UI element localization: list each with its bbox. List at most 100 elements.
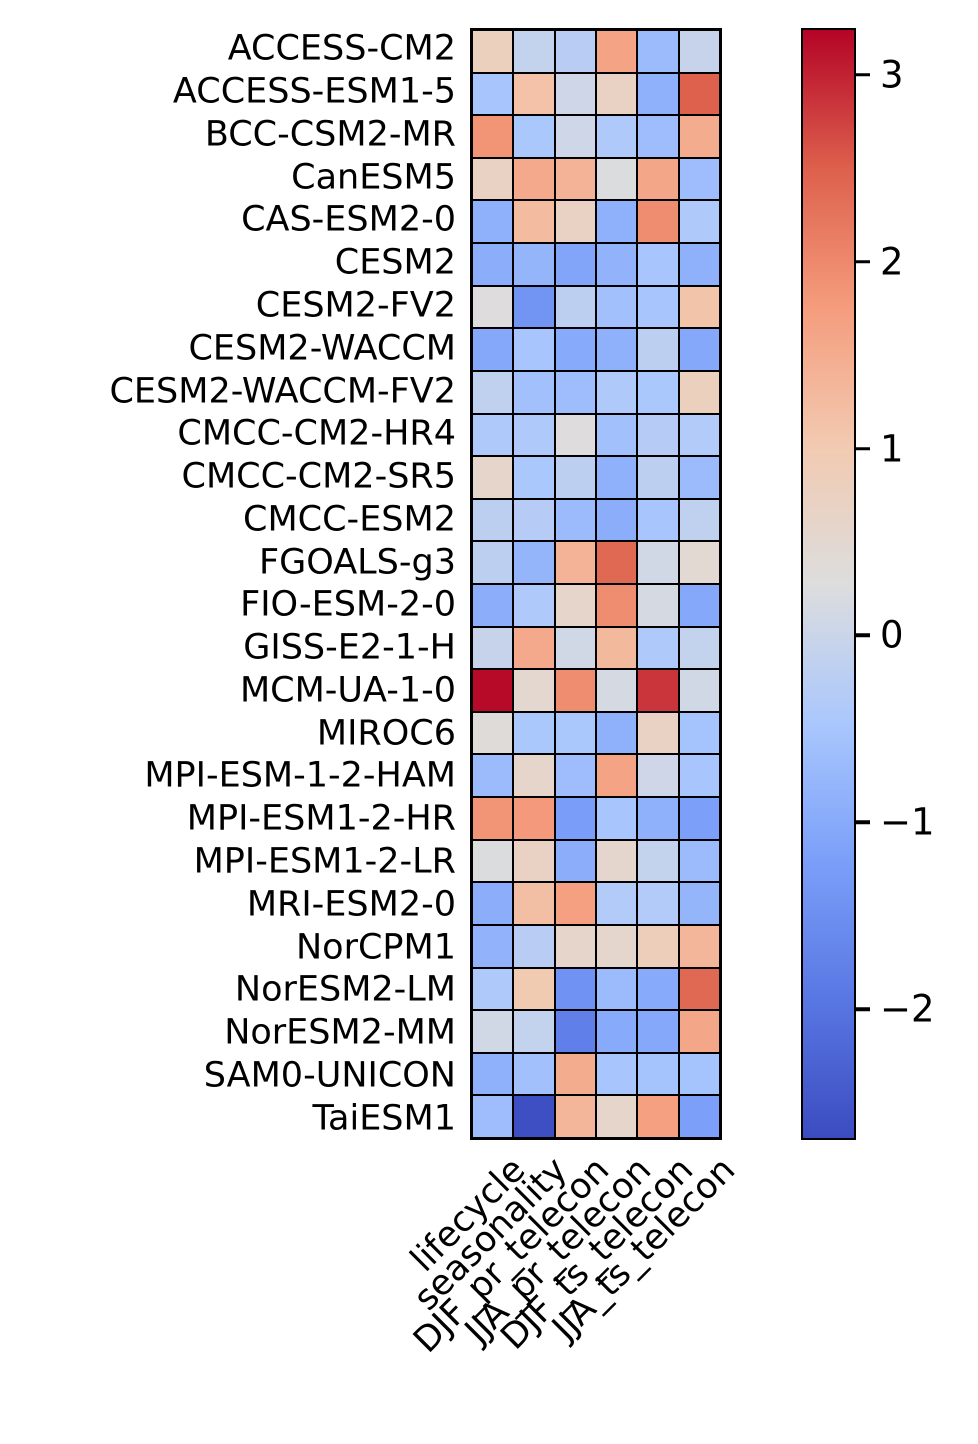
heatmap-cell xyxy=(595,924,638,968)
heatmap-cell xyxy=(554,882,596,925)
row-label: GISS-E2-1-H xyxy=(243,627,456,668)
heatmap-cell xyxy=(595,626,638,670)
colorbar-tick-label: 2 xyxy=(880,240,904,284)
colorbar-tick-label: 3 xyxy=(880,53,904,97)
heatmap-cell xyxy=(513,243,555,286)
colorbar xyxy=(801,28,856,1140)
row-label: MIROC6 xyxy=(316,713,456,754)
heatmap-cell xyxy=(678,583,720,627)
heatmap-cell xyxy=(554,626,596,670)
heatmap-cell xyxy=(472,30,514,73)
heatmap-cell xyxy=(595,72,638,116)
heatmap-cell xyxy=(637,370,679,414)
heatmap-grid xyxy=(470,28,722,1140)
heatmap-cell xyxy=(637,839,679,883)
heatmap-cell xyxy=(554,711,596,755)
heatmap-cell xyxy=(554,498,596,542)
heatmap-cell xyxy=(595,413,638,457)
heatmap-cell xyxy=(554,243,596,286)
row-label: MPI-ESM1-2-LR xyxy=(193,841,456,882)
heatmap-cell xyxy=(513,626,555,670)
heatmap-cell xyxy=(637,200,679,244)
heatmap-cell xyxy=(472,243,514,286)
heatmap-cell xyxy=(678,200,720,244)
heatmap-cell xyxy=(554,413,596,457)
heatmap-cell xyxy=(595,797,638,840)
heatmap-cell xyxy=(472,541,514,584)
heatmap-cell xyxy=(513,498,555,542)
colorbar-tick-label: 0 xyxy=(880,613,904,657)
heatmap-cell xyxy=(678,967,720,1011)
heatmap-cell xyxy=(595,754,638,798)
heatmap-cell xyxy=(513,285,555,329)
heatmap-cell xyxy=(554,72,596,116)
row-label: NorESM2-LM xyxy=(234,969,456,1010)
row-label: FGOALS-g3 xyxy=(259,542,456,583)
heatmap-cell xyxy=(554,115,596,158)
heatmap-cell xyxy=(595,1095,638,1138)
heatmap-cell xyxy=(678,839,720,883)
heatmap-cell xyxy=(472,754,514,798)
row-label: BCC-CSM2-MR xyxy=(204,114,456,155)
heatmap-cell xyxy=(637,157,679,201)
heatmap-cell xyxy=(513,157,555,201)
row-label: SAM0-UNICON xyxy=(203,1055,456,1096)
heatmap-cell xyxy=(472,839,514,883)
heatmap-cell xyxy=(595,285,638,329)
heatmap-cell xyxy=(554,200,596,244)
heatmap-cell xyxy=(472,924,514,968)
heatmap-cell xyxy=(637,328,679,371)
heatmap-cell xyxy=(637,626,679,670)
heatmap-cell xyxy=(513,1010,555,1053)
row-label: CESM2-WACCM xyxy=(188,328,456,369)
heatmap-cell xyxy=(513,328,555,371)
heatmap-cell xyxy=(472,456,514,499)
heatmap-cell xyxy=(678,157,720,201)
heatmap-cell xyxy=(595,583,638,627)
heatmap-cell xyxy=(595,1010,638,1053)
heatmap-cell xyxy=(595,541,638,584)
heatmap-cell xyxy=(472,797,514,840)
heatmap-cell xyxy=(513,1052,555,1096)
heatmap-cell xyxy=(595,157,638,201)
heatmap-cell xyxy=(678,115,720,158)
heatmap-cell xyxy=(595,669,638,712)
heatmap-cell xyxy=(554,30,596,73)
heatmap-cell xyxy=(595,967,638,1011)
row-label: FIO-ESM-2-0 xyxy=(240,584,456,625)
heatmap-cell xyxy=(678,797,720,840)
heatmap-cell xyxy=(513,797,555,840)
heatmap-cell xyxy=(637,669,679,712)
heatmap-cell xyxy=(637,285,679,329)
row-label: CMCC-CM2-HR4 xyxy=(177,413,456,454)
heatmap-cell xyxy=(472,626,514,670)
heatmap-cell xyxy=(637,413,679,457)
heatmap-cell xyxy=(678,882,720,925)
heatmap-cell xyxy=(678,1052,720,1096)
heatmap-cell xyxy=(513,924,555,968)
heatmap-cell xyxy=(595,328,638,371)
heatmap-cell xyxy=(637,30,679,73)
heatmap-cell xyxy=(554,541,596,584)
heatmap-cell xyxy=(678,541,720,584)
heatmap-cell xyxy=(513,583,555,627)
row-label: NorCPM1 xyxy=(296,927,456,968)
colorbar-tick xyxy=(856,633,870,638)
heatmap-cell xyxy=(637,754,679,798)
heatmap-cell xyxy=(678,1010,720,1053)
row-label: ACCESS-CM2 xyxy=(227,28,456,69)
heatmap-cell xyxy=(554,1052,596,1096)
colorbar-tick xyxy=(856,446,870,451)
row-label: CMCC-CM2-SR5 xyxy=(181,456,456,497)
heatmap-cell xyxy=(472,967,514,1011)
heatmap-cell xyxy=(472,1095,514,1138)
heatmap-cell xyxy=(513,115,555,158)
colorbar-tick-label: 1 xyxy=(880,427,904,470)
heatmap-cell xyxy=(637,456,679,499)
heatmap-cell xyxy=(678,711,720,755)
heatmap-cell xyxy=(595,456,638,499)
row-label: MRI-ESM2-0 xyxy=(246,884,456,925)
heatmap-cell xyxy=(637,498,679,542)
heatmap-cell xyxy=(637,711,679,755)
heatmap-cell xyxy=(637,1010,679,1053)
